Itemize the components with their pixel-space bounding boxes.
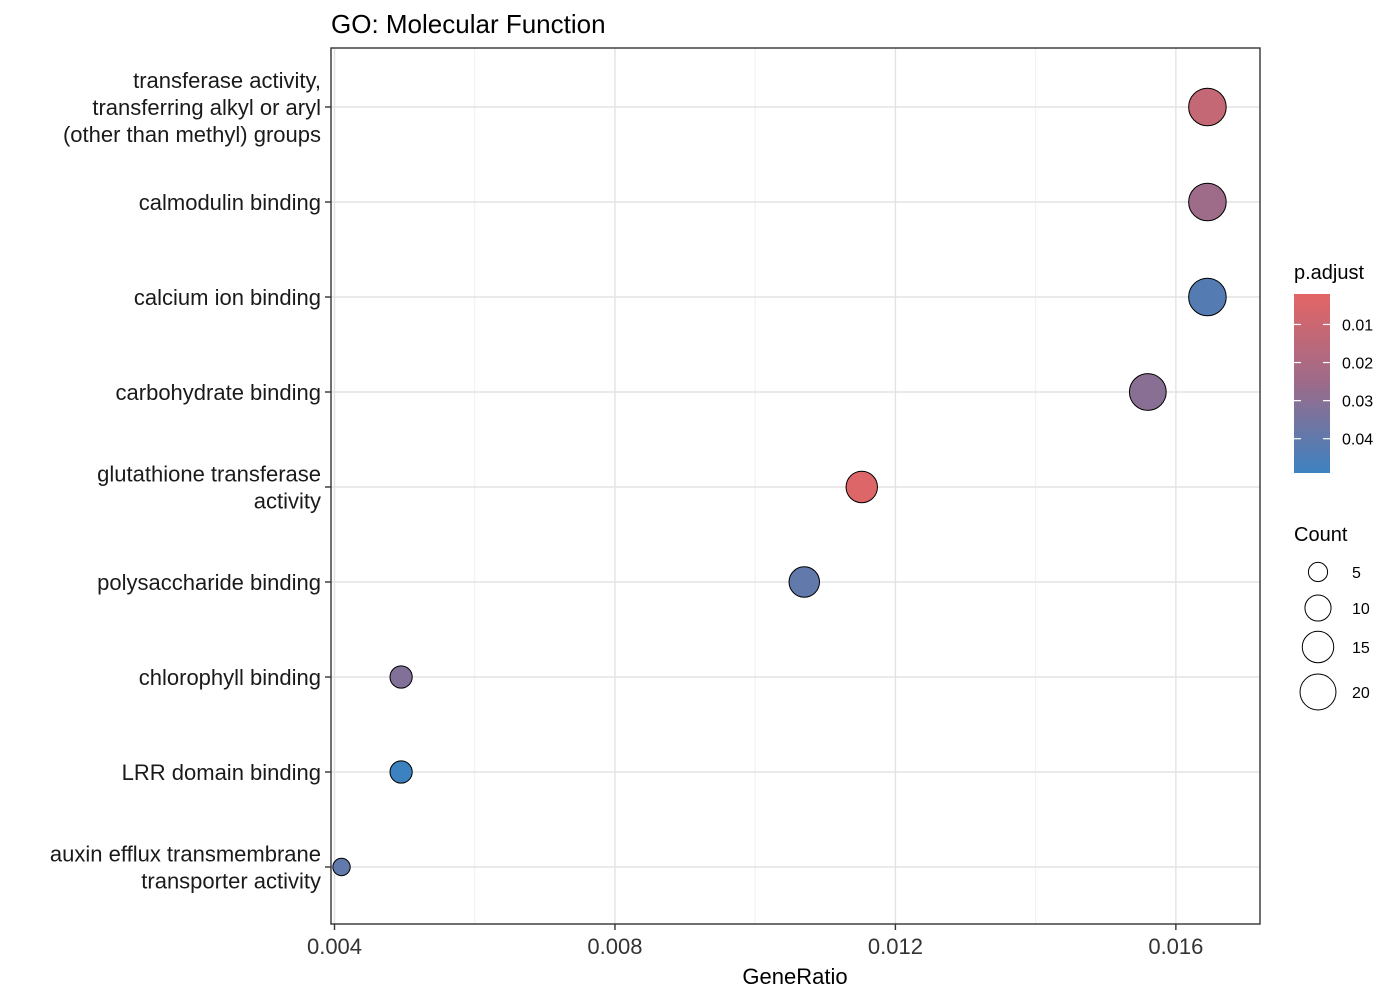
y-tick-label: auxin efflux transmembrane [50, 842, 321, 867]
data-point [1188, 277, 1227, 317]
color-legend-label: 0.04 [1342, 432, 1373, 449]
color-legend: p.adjust 0.01 0.02 0.03 0.04 [1294, 262, 1373, 473]
data-point [1188, 87, 1227, 127]
y-tick-label: LRR domain binding [122, 760, 321, 785]
y-tick-label: transferase activity, [133, 68, 321, 93]
grid-lines [331, 48, 1260, 924]
color-bar [1294, 294, 1330, 473]
y-tick-label: transferring alkyl or aryl [92, 95, 321, 120]
y-axis-labels: transferase activity,transferring alkyl … [50, 68, 331, 894]
color-legend-title: p.adjust [1294, 262, 1364, 284]
data-point [788, 566, 820, 598]
data-point [1188, 182, 1227, 222]
y-tick-label: (other than methyl) groups [63, 122, 321, 147]
data-point [1128, 373, 1167, 411]
size-legend-title: Count [1294, 524, 1348, 546]
y-tick-label: chlorophyll binding [139, 665, 321, 690]
size-legend-label: 15 [1352, 640, 1370, 657]
size-legend-key [1307, 561, 1329, 583]
y-tick-label: polysaccharide binding [97, 570, 321, 595]
x-tick-label: 0.012 [868, 934, 923, 959]
size-legend-label: 10 [1352, 601, 1370, 618]
y-tick-label: calmodulin binding [139, 190, 321, 215]
y-tick-label: glutathione transferase [97, 462, 321, 487]
data-point [332, 857, 351, 877]
x-tick-label: 0.004 [307, 934, 362, 959]
size-legend-key [1304, 594, 1332, 622]
x-axis-title: GeneRatio [742, 964, 847, 989]
data-points [332, 87, 1227, 877]
x-tick-label: 0.016 [1148, 934, 1203, 959]
y-tick-label: carbohydrate binding [116, 380, 321, 405]
y-tick-label: activity [254, 489, 321, 514]
plot-panel [330, 47, 1261, 925]
color-legend-label: 0.03 [1342, 394, 1373, 411]
size-legend-key [1299, 673, 1337, 711]
y-tick-label: calcium ion binding [134, 285, 321, 310]
size-legend-label: 20 [1352, 685, 1370, 702]
size-legend: Count 5 10 15 20 [1294, 524, 1370, 711]
data-point [389, 760, 413, 784]
chart-title: GO: Molecular Function [331, 9, 606, 39]
color-legend-label: 0.02 [1342, 356, 1373, 373]
y-tick-label: transporter activity [141, 869, 321, 894]
data-point [845, 470, 878, 504]
size-legend-label: 5 [1352, 565, 1361, 582]
x-axis-labels: 0.004 0.008 0.012 0.016 [307, 924, 1203, 959]
data-point [389, 665, 413, 689]
size-legend-key [1301, 630, 1335, 664]
x-tick-label: 0.008 [587, 934, 642, 959]
color-legend-label: 0.01 [1342, 317, 1373, 334]
